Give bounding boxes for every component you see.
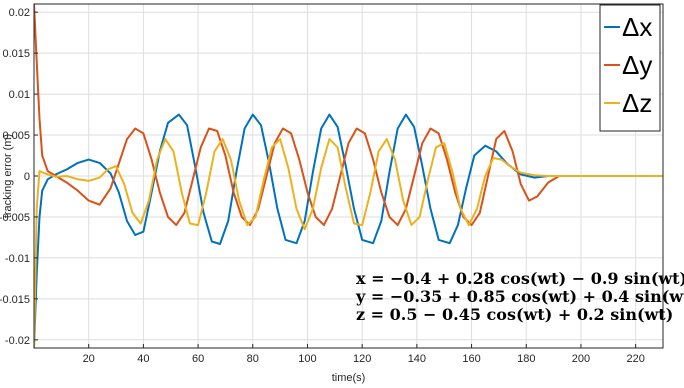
y-tick-label: -0.02 — [5, 335, 30, 347]
y-tick-label: 0.015 — [2, 48, 30, 60]
x-tick-label: 200 — [572, 353, 590, 365]
x-tick-label: 140 — [408, 353, 426, 365]
x-tick-label: 160 — [462, 353, 480, 365]
equation-annotations: x = −0.4 + 0.28 cos(wt) − 0.9 sin(wt) y … — [355, 269, 684, 324]
x-tick-label: 40 — [137, 353, 149, 365]
series-line-dy — [34, 4, 663, 227]
y-tick-label: -0.01 — [5, 253, 30, 265]
y-tick-label: 0.02 — [9, 7, 30, 19]
equation-y: y = −0.35 + 0.85 cos(wt) + 0.4 sin(wt) — [355, 287, 684, 306]
x-axis-label: time(s) — [332, 372, 366, 384]
tick-labels: 20 40 60 80 100 120 140 160 180 200 220 -0.02 -0.015… — [0, 7, 645, 365]
series-layer — [34, 4, 663, 348]
series-line-dx — [34, 113, 663, 348]
equation-x: x = −0.4 + 0.28 cos(wt) − 0.9 sin(wt) — [356, 269, 684, 288]
x-tick-label: 80 — [247, 353, 259, 365]
legend-label-dy: Δy — [622, 50, 652, 80]
y-tick-label: 0.01 — [9, 89, 30, 101]
legend-label-dz: Δz — [622, 88, 652, 118]
y-tick-label: -0.005 — [0, 212, 30, 224]
x-tick-label: 180 — [517, 353, 535, 365]
equation-z: z = 0.5 − 0.45 cos(wt) + 0.2 sin(wt) — [356, 305, 673, 324]
legend-label-dx: Δx — [622, 12, 652, 42]
y-tick-label: 0.005 — [2, 130, 30, 142]
legend: Δx Δy Δz — [599, 4, 661, 132]
y-tick-label: 0 — [24, 171, 30, 183]
x-tick-label: 100 — [298, 353, 316, 365]
x-tick-label: 60 — [192, 353, 204, 365]
x-tick-label: 120 — [353, 353, 371, 365]
x-tick-label: 220 — [626, 353, 644, 365]
x-tick-label: 20 — [83, 353, 95, 365]
y-axis-label: tracking error (m) — [2, 134, 14, 218]
y-tick-label: -0.015 — [0, 294, 30, 306]
series-line-dz — [34, 138, 663, 348]
